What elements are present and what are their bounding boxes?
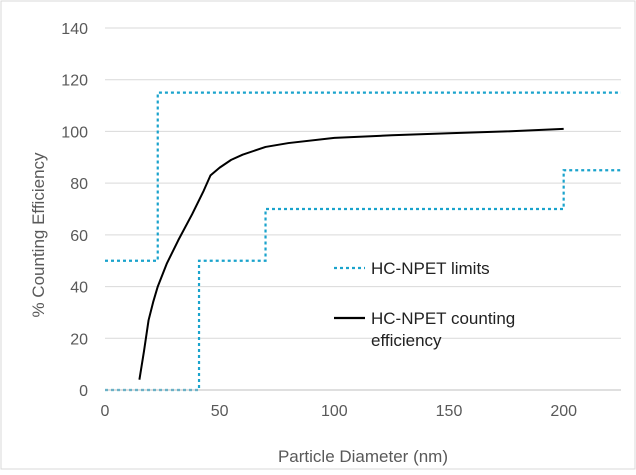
y-tick-label: 120: [61, 73, 88, 90]
y-tick-label: 100: [61, 124, 88, 141]
limits-line-upper: [105, 91, 621, 262]
y-axis-ticks: 0 20 40 60 80 100 120 140: [61, 21, 88, 400]
legend-label-efficiency: HC-NPET counting efficiency: [371, 309, 515, 350]
limits-line-lower: [105, 169, 621, 392]
efficiency-curve: [138, 127, 564, 380]
plot-series: [105, 91, 621, 392]
x-tick-label: 0: [101, 403, 110, 420]
x-tick-label: 200: [550, 403, 577, 420]
y-tick-label: 0: [79, 383, 88, 400]
legend-label-line: HC-NPET counting: [371, 309, 515, 328]
y-tick-label: 20: [70, 331, 88, 348]
y-tick-label: 60: [70, 228, 88, 245]
x-tick-label: 50: [211, 403, 229, 420]
legend-label-line: efficiency: [371, 331, 442, 350]
y-axis-title: % Counting Efficiency: [29, 152, 48, 318]
x-axis-ticks: 0 50 100 150 200: [101, 403, 578, 420]
legend-label-line: HC-NPET limits: [371, 259, 490, 278]
gridlines: [105, 27, 621, 339]
x-tick-label: 100: [321, 403, 348, 420]
y-tick-label: 140: [61, 21, 88, 38]
x-tick-label: 150: [436, 403, 463, 420]
x-axis-title: Particle Diameter (nm): [278, 447, 448, 466]
legend-label-limits: HC-NPET limits: [371, 259, 490, 278]
y-tick-label: 40: [70, 280, 88, 297]
y-tick-label: 80: [70, 176, 88, 193]
legend: HC-NPET limits HC-NPET counting efficiency: [334, 259, 515, 350]
